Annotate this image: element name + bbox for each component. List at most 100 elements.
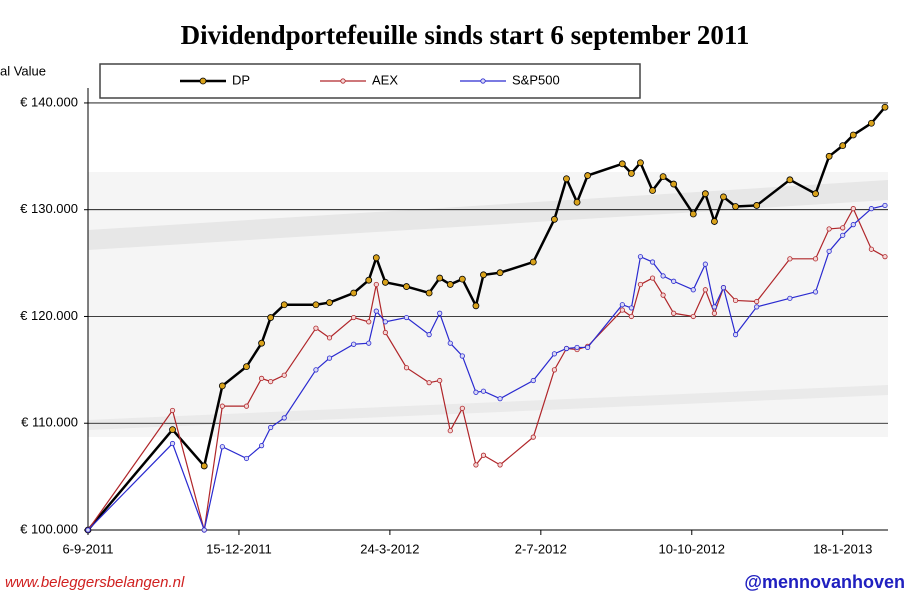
point xyxy=(218,382,226,390)
point xyxy=(849,131,857,139)
point xyxy=(281,415,287,421)
point xyxy=(243,455,250,462)
point xyxy=(551,215,558,223)
point xyxy=(529,258,537,266)
point xyxy=(619,307,625,313)
point xyxy=(628,305,634,311)
point xyxy=(850,222,856,228)
point xyxy=(649,275,656,281)
point xyxy=(480,452,487,458)
point xyxy=(720,193,727,201)
point xyxy=(200,462,208,470)
footer-right: @mennovanhoven xyxy=(744,572,905,592)
point xyxy=(496,269,504,277)
point xyxy=(437,377,443,384)
point xyxy=(563,345,570,352)
point xyxy=(637,159,644,167)
point xyxy=(268,378,274,385)
point xyxy=(701,190,709,198)
point xyxy=(882,202,888,209)
point xyxy=(551,367,558,373)
x-tick-label: 2-7-2012 xyxy=(515,541,567,556)
point xyxy=(732,332,739,338)
footer-left: www.beleggersbelangen.nl xyxy=(5,574,185,591)
point xyxy=(169,407,176,414)
point xyxy=(169,440,176,447)
point xyxy=(497,462,503,468)
point xyxy=(711,218,718,225)
point xyxy=(473,389,479,395)
point xyxy=(280,301,288,309)
point xyxy=(551,351,558,357)
y-tick-label: € 140.000 xyxy=(20,94,78,109)
point xyxy=(753,202,761,209)
point xyxy=(573,198,581,206)
point xyxy=(868,206,874,212)
point xyxy=(671,310,677,316)
point xyxy=(881,103,889,111)
x-tick-label: 10-10-2012 xyxy=(659,541,726,556)
point xyxy=(732,203,739,210)
point xyxy=(425,289,433,297)
point xyxy=(446,281,454,288)
legend-marker xyxy=(480,78,486,84)
point xyxy=(660,292,666,298)
point xyxy=(882,254,888,260)
point xyxy=(268,424,274,431)
point xyxy=(826,248,832,254)
point xyxy=(382,329,388,336)
point xyxy=(637,254,644,260)
point xyxy=(826,226,832,232)
point xyxy=(670,180,678,188)
point xyxy=(169,426,176,434)
x-tick-label: 15-12-2011 xyxy=(206,541,272,556)
point xyxy=(447,340,453,346)
point xyxy=(671,278,677,284)
series-line xyxy=(87,106,886,531)
point xyxy=(711,304,718,310)
point xyxy=(201,527,207,533)
point xyxy=(219,444,225,450)
point xyxy=(659,173,667,181)
point xyxy=(787,256,793,262)
point xyxy=(618,160,626,168)
point xyxy=(825,152,833,160)
point xyxy=(619,302,625,308)
point xyxy=(436,274,444,282)
point xyxy=(584,172,592,179)
point xyxy=(403,314,410,321)
point xyxy=(530,434,536,440)
point xyxy=(867,119,875,127)
point xyxy=(690,313,696,320)
legend-marker xyxy=(340,78,346,84)
point xyxy=(258,339,265,347)
point xyxy=(530,377,536,384)
legend-label: DP xyxy=(232,72,250,87)
point xyxy=(850,206,856,212)
x-tick-label: 6-9-2011 xyxy=(62,541,113,556)
point xyxy=(313,325,319,331)
point xyxy=(812,289,819,295)
point xyxy=(365,276,373,284)
point xyxy=(786,176,794,184)
point xyxy=(326,299,333,306)
point xyxy=(350,289,358,297)
y-tick-label: € 130.000 xyxy=(20,201,78,216)
point xyxy=(563,175,570,183)
point xyxy=(258,375,265,381)
point xyxy=(373,308,379,314)
point xyxy=(649,259,656,265)
point xyxy=(637,281,644,288)
point xyxy=(366,340,372,346)
point xyxy=(381,278,389,286)
series-line xyxy=(87,204,886,533)
legend-label: S&P500 xyxy=(512,72,560,87)
point xyxy=(480,271,487,279)
y-tick-label: € 100.000 xyxy=(20,521,78,536)
point xyxy=(649,187,656,194)
point xyxy=(480,388,487,394)
point xyxy=(585,344,591,351)
legend-marker xyxy=(199,77,207,85)
point xyxy=(258,443,265,449)
